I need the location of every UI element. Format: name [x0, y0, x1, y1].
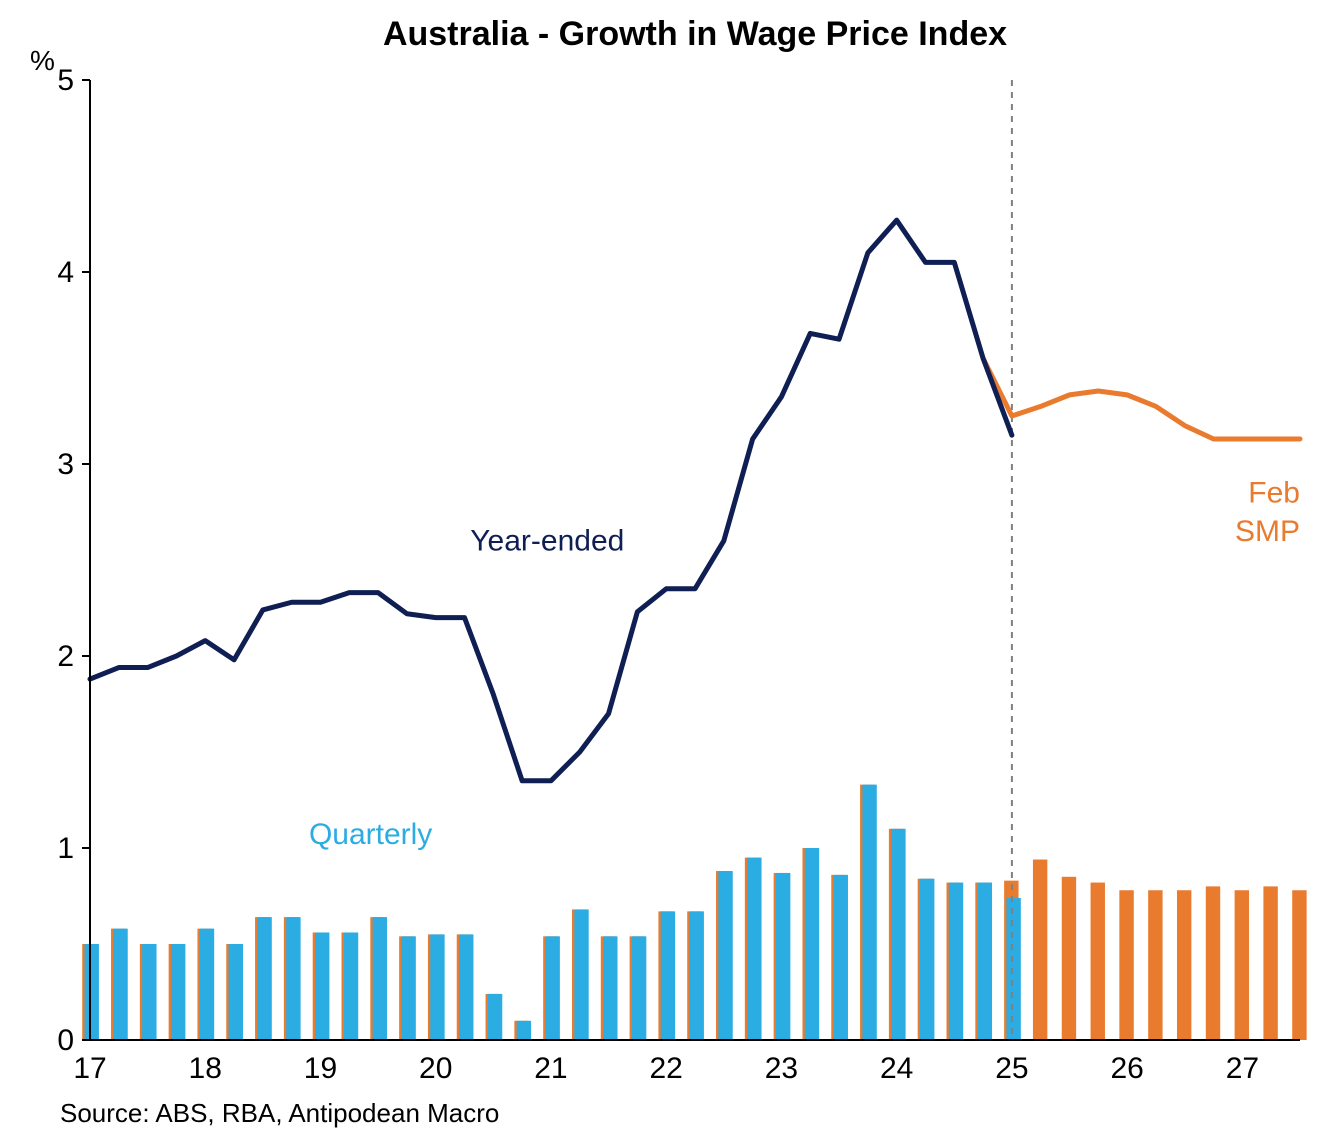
- x-tick-label: 17: [73, 1052, 106, 1085]
- bar-blue: [488, 994, 502, 1040]
- x-tick-label: 27: [1226, 1052, 1259, 1085]
- bar-blue: [315, 932, 329, 1040]
- bar-blue: [747, 858, 761, 1040]
- bar-blue: [344, 932, 358, 1040]
- bar-blue: [978, 883, 992, 1040]
- bar-blue: [805, 848, 819, 1040]
- bar-blue: [776, 873, 790, 1040]
- chart-svg: Australia - Growth in Wage Price Index% 0…: [0, 0, 1323, 1144]
- y-tick-label: 5: [57, 64, 74, 97]
- chart-container: Australia - Growth in Wage Price Index% 0…: [0, 0, 1323, 1144]
- bar-blue: [661, 911, 675, 1040]
- x-tick-label: 24: [880, 1052, 913, 1085]
- bar-blue: [257, 917, 271, 1040]
- bar-blue: [574, 909, 588, 1040]
- bar-blue: [113, 929, 127, 1040]
- x-tick-label: 22: [650, 1052, 683, 1085]
- bar-blue: [430, 934, 444, 1040]
- bar-blue: [200, 929, 214, 1040]
- x-tick-label: 21: [534, 1052, 567, 1085]
- y-tick-label: 2: [57, 640, 74, 673]
- bar-orange: [1206, 886, 1220, 1040]
- bar-orange: [1033, 860, 1047, 1040]
- bar-blue: [545, 936, 559, 1040]
- bar-orange: [1062, 877, 1076, 1040]
- bar-blue: [517, 1021, 531, 1040]
- y-tick-label: 4: [57, 256, 74, 289]
- chart-title: Australia - Growth in Wage Price Index: [383, 15, 1007, 53]
- bar-blue: [603, 936, 617, 1040]
- quarterly-label: Quarterly: [309, 818, 432, 851]
- bar-orange: [1235, 890, 1249, 1040]
- bar-blue: [459, 934, 473, 1040]
- y-tick-label: 1: [57, 832, 74, 865]
- x-tick-label: 23: [765, 1052, 798, 1085]
- y-tick-label: 0: [57, 1024, 74, 1057]
- source-text: Source: ABS, RBA, Antipodean Macro: [60, 1098, 499, 1128]
- bar-blue: [401, 936, 415, 1040]
- bar-orange: [1292, 890, 1306, 1040]
- bar-orange: [1119, 890, 1133, 1040]
- year-ended-label: Year-ended: [470, 524, 624, 557]
- x-tick-label: 18: [189, 1052, 222, 1085]
- bar-orange: [1263, 886, 1277, 1040]
- bar-blue: [690, 911, 704, 1040]
- bar-blue: [718, 871, 732, 1040]
- y-tick-label: 3: [57, 448, 74, 481]
- bar-blue: [920, 879, 934, 1040]
- x-tick-label: 26: [1110, 1052, 1143, 1085]
- bar-blue: [834, 875, 848, 1040]
- bar-blue: [373, 917, 387, 1040]
- bar-orange: [1177, 890, 1191, 1040]
- bar-orange: [1148, 890, 1162, 1040]
- x-tick-label: 20: [419, 1052, 452, 1085]
- bar-blue: [171, 944, 185, 1040]
- bar-blue: [949, 883, 963, 1040]
- bar-orange: [1091, 883, 1105, 1040]
- x-tick-label: 19: [304, 1052, 337, 1085]
- bar-blue: [891, 829, 905, 1040]
- bar-blue: [85, 944, 99, 1040]
- bar-blue: [286, 917, 300, 1040]
- bar-blue: [142, 944, 156, 1040]
- bar-blue: [1006, 898, 1020, 1040]
- y-unit-label: %: [30, 45, 55, 76]
- bar-blue: [632, 936, 646, 1040]
- x-tick-label: 25: [995, 1052, 1028, 1085]
- bar-blue: [862, 785, 876, 1040]
- bar-blue: [229, 944, 243, 1040]
